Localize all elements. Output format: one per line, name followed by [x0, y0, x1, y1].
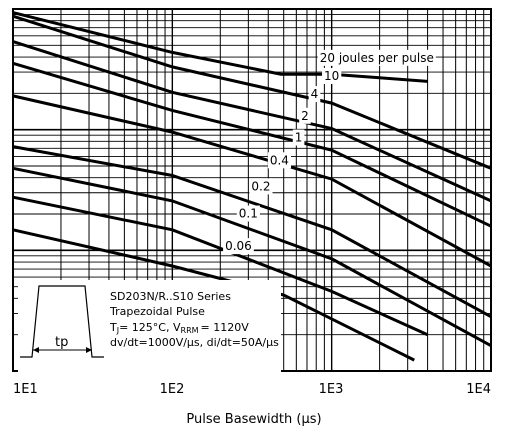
series-label-text: 0.06: [225, 239, 252, 253]
curves: [12, 11, 492, 362]
trapezoid-pulse-icon: [20, 285, 104, 358]
series-label-background: [317, 49, 436, 66]
series-label-background: [223, 238, 254, 255]
series-line: [12, 195, 429, 337]
series-label: 4: [308, 86, 321, 103]
series-label-text: 4: [311, 87, 319, 101]
legend-line-3-mid: = 125°C, V: [119, 321, 181, 334]
series-label-text: 0.4: [270, 153, 289, 167]
series-label-text: 1: [295, 131, 303, 145]
legend-line-3-sub: J: [116, 326, 119, 335]
series-line: [12, 94, 492, 268]
series-line: [12, 40, 492, 203]
series-label-background: [267, 152, 291, 169]
legend-line-3-pre: T: [109, 321, 117, 334]
series-label-background: [236, 205, 260, 222]
x-axis-label: Pulse Basewidth (μs): [186, 412, 321, 427]
series-line: [12, 166, 492, 348]
series-label: 0.1: [236, 205, 260, 222]
x-tick-label: 1E2: [160, 382, 185, 397]
legend-line-3-sub2: RRM: [181, 326, 199, 335]
series-label-text: 0.2: [251, 179, 270, 193]
x-tick-label: 1E1: [13, 382, 38, 397]
legend-line-2: Trapezoidal Pulse: [109, 305, 205, 318]
series-line: [12, 11, 428, 83]
legend-background: [18, 280, 281, 372]
series-line: [12, 145, 492, 319]
series-label: 0.4: [267, 152, 291, 169]
series-line: [12, 14, 492, 170]
legend-line-3: TJ= 125°C, VRRM = 1120V: [109, 321, 249, 335]
series-label-background: [299, 107, 311, 124]
legend-box: tp SD203N/R..S10 Series Trapezoidal Puls…: [18, 280, 281, 372]
series-label-text: 20 joules per pulse: [320, 51, 434, 65]
curve-labels: 20 joules per pulse 10 42 1 0.40.2 0.1 0.06: [223, 49, 436, 255]
x-tick-label: 1E4: [466, 382, 491, 397]
series-label-text: 0.1: [239, 207, 258, 221]
series-label: 20 joules per pulse: [317, 49, 436, 66]
x-tick-label: 1E3: [319, 382, 344, 397]
legend-line-4: dv/dt=1000V/μs, di/dt=50A/μs: [110, 336, 279, 349]
tp-label: tp: [55, 335, 68, 350]
series-label: 2: [299, 107, 311, 124]
legend-line-3-post: = 1120V: [201, 321, 250, 334]
series-label-background: [322, 67, 342, 84]
series-label: 10: [322, 67, 342, 84]
legend-line-1: SD203N/R..S10 Series: [110, 290, 231, 303]
series-label: 1: [292, 129, 305, 146]
tp-arrow-left-icon: [33, 347, 39, 353]
series-label-background: [308, 86, 321, 103]
series-label-background: [292, 129, 305, 146]
series-label-text: 10: [324, 69, 339, 83]
series-label: 0.06: [223, 238, 254, 255]
tp-arrow-right-icon: [86, 347, 92, 353]
series-label: 0.2: [249, 178, 273, 195]
x-tick-labels: 1E1 1E2 1E3 1E4: [13, 382, 491, 397]
series-label-background: [249, 178, 273, 195]
series-line: [12, 61, 492, 228]
series-label-text: 2: [301, 109, 309, 123]
